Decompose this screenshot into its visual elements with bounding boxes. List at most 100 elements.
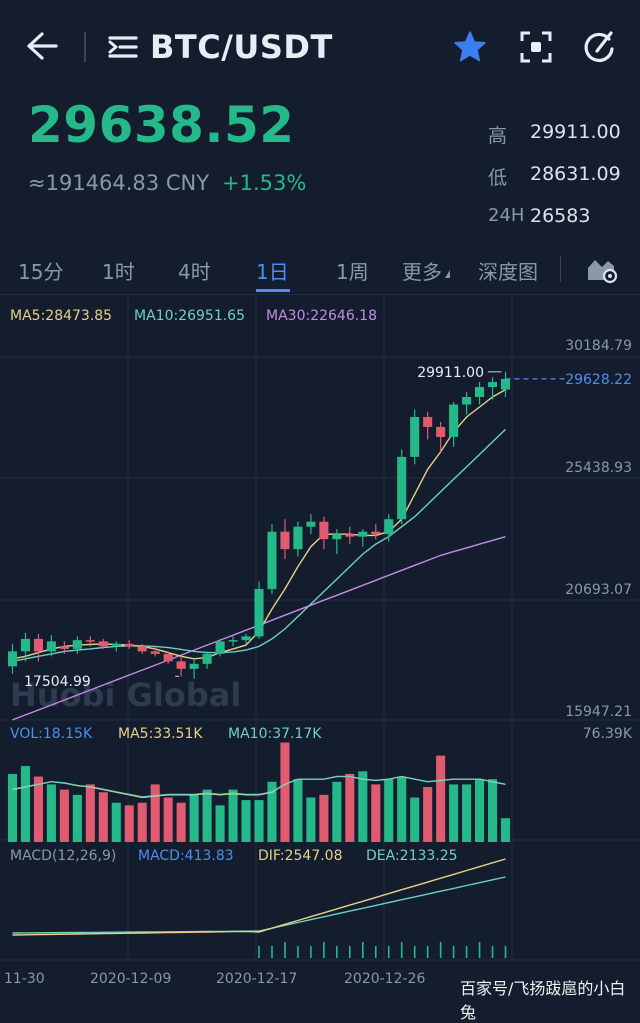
candle-body xyxy=(500,378,511,390)
volume-bar xyxy=(306,797,316,842)
volume-bar xyxy=(410,797,420,842)
dif-line xyxy=(12,858,506,936)
volume-bar xyxy=(267,781,277,842)
candle-body xyxy=(124,643,134,647)
price-tick-label: 30184.79 xyxy=(565,338,632,354)
date-tick-label: 2020-12-26 xyxy=(344,971,425,987)
candle-body xyxy=(46,641,56,652)
last-price: 29638.52 xyxy=(28,96,295,154)
volume-bar xyxy=(293,779,303,842)
volume-bar xyxy=(241,800,251,842)
cny-price: ≈191464.83 CNY xyxy=(28,171,210,195)
back-arrow-icon[interactable] xyxy=(22,28,62,64)
candle-body xyxy=(241,636,251,641)
dropdown-triangle-icon xyxy=(445,269,450,278)
vol-ma5-legend: MA5:33.51K xyxy=(118,726,203,742)
candle-body xyxy=(371,531,381,535)
volume-bar xyxy=(150,784,160,842)
max-price-label: 29911.00 xyxy=(417,365,484,381)
high-value: 29911.00 xyxy=(530,121,621,143)
volume-bar xyxy=(280,742,290,842)
volume-bar xyxy=(7,773,18,842)
volume-bar xyxy=(189,794,199,842)
current-price-label: 29628.22 xyxy=(565,372,632,388)
candle-body xyxy=(189,663,199,669)
focus-icon[interactable] xyxy=(516,28,556,66)
volume-bar xyxy=(85,784,95,842)
macd-legend: MACD:413.83 xyxy=(138,848,234,864)
volume-24h-value: 26583 xyxy=(530,205,591,227)
price-tick-label: 25438.93 xyxy=(565,460,632,476)
tab-1week[interactable]: 1周 xyxy=(336,260,369,284)
candle-body xyxy=(150,651,160,654)
ma5-legend: MA5:28473.85 xyxy=(10,308,112,324)
candle-body xyxy=(293,526,303,550)
min-price-label: 17504.99 xyxy=(24,674,91,690)
candle-body xyxy=(163,653,173,662)
vol-legend: VOL:18.15K xyxy=(10,726,93,742)
candle-body xyxy=(384,519,394,535)
vol-max-label: 76.39K xyxy=(583,726,633,742)
candle-body xyxy=(59,646,69,649)
tab-more[interactable]: 更多 xyxy=(402,256,450,285)
tab-depth[interactable]: 深度图 xyxy=(478,260,538,284)
tab-4hour[interactable]: 4时 xyxy=(178,260,211,284)
candle-body xyxy=(423,416,433,427)
volume-bar xyxy=(163,797,173,842)
volume-24h-label: 24H xyxy=(488,205,525,226)
candle-body xyxy=(176,661,186,669)
volume-bar xyxy=(46,784,56,842)
candle-body xyxy=(462,397,472,405)
dea-line xyxy=(12,876,506,934)
volume-bar xyxy=(423,787,433,842)
page-title: BTC/USDT xyxy=(150,28,333,66)
volume-bar xyxy=(475,779,485,842)
volume-bar xyxy=(319,794,329,842)
list-icon[interactable] xyxy=(104,30,142,64)
candle-body xyxy=(410,416,420,457)
volume-bar xyxy=(137,802,147,842)
low-label: 低 xyxy=(488,167,508,189)
candle-body xyxy=(397,456,407,520)
candle-body xyxy=(267,531,277,590)
volume-bar xyxy=(371,784,381,842)
price-tick-label: 20693.07 xyxy=(565,582,632,598)
chart-settings-icon[interactable] xyxy=(584,252,620,286)
candle-body xyxy=(436,426,446,437)
watermark-text: 百家号/飞扬跋扈的小白兔 xyxy=(460,979,626,1022)
volume-bar xyxy=(59,789,69,842)
candle-body xyxy=(72,640,82,649)
volume-bar xyxy=(72,794,82,842)
candle-body xyxy=(306,521,316,527)
volume-bar xyxy=(345,773,355,842)
volume-bar xyxy=(436,755,446,842)
candle-body xyxy=(98,641,108,647)
candle-body xyxy=(358,531,368,537)
candle-body xyxy=(111,643,121,647)
tab-15min[interactable]: 15分 xyxy=(18,260,64,284)
tab-1day[interactable]: 1日 xyxy=(256,260,289,284)
volume-bar xyxy=(215,805,225,842)
tabs-divider xyxy=(0,294,640,295)
volume-bar xyxy=(487,779,498,842)
refresh-icon[interactable] xyxy=(578,28,620,66)
candle-body xyxy=(319,521,329,540)
candle-body xyxy=(215,641,225,654)
volume-bar xyxy=(384,779,394,842)
star-icon[interactable] xyxy=(450,28,490,66)
tab-1hour[interactable]: 1时 xyxy=(102,260,135,284)
candle-body xyxy=(20,638,31,652)
volume-bar xyxy=(176,802,186,842)
macd-params-legend: MACD(12,26,9) xyxy=(10,848,116,864)
candle-body xyxy=(7,651,18,667)
volume-bar xyxy=(397,776,407,842)
vol-ma10-line xyxy=(12,775,506,798)
date-tick-label: 2020-12-09 xyxy=(90,971,171,987)
candle-body xyxy=(33,638,43,652)
volume-bar xyxy=(124,805,134,842)
header-separator xyxy=(84,32,86,62)
candle-body xyxy=(85,640,95,642)
vol-ma10-legend: MA10:37.17K xyxy=(228,726,322,742)
top-bar: BTC/USDT xyxy=(0,0,640,92)
